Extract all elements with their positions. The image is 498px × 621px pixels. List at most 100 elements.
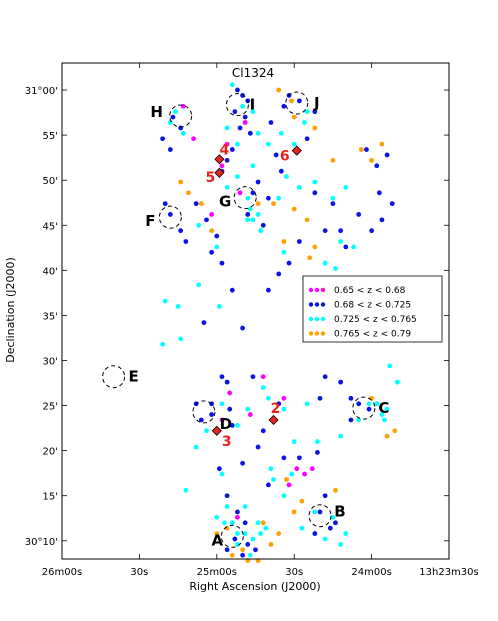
data-point-s0-2	[224, 141, 230, 147]
data-point-s1-30	[170, 114, 176, 120]
data-point-s1-58	[348, 395, 354, 401]
data-point-s2-56	[382, 417, 387, 423]
ticks-layer: 26m00s 30s 25m00s 30s 24m00s 13h23m30s 30°10' 1…	[25, 63, 479, 578]
data-point-s3-11	[209, 228, 215, 234]
data-point-s1-86	[327, 525, 333, 531]
data-point-s3-26	[284, 477, 289, 482]
y-tick-label-6: 40'	[43, 266, 58, 277]
data-point-s3-5	[379, 141, 385, 147]
data-point-s2-86	[312, 509, 318, 515]
data-point-s0-1	[191, 136, 196, 142]
data-point-s2-16	[284, 174, 289, 179]
data-point-s1-50	[266, 287, 271, 293]
data-point-s1-67	[260, 428, 266, 434]
y-tick-label-3: 25'	[43, 402, 58, 413]
data-point-s2-67	[304, 401, 310, 407]
y-tick-label-1: 15'	[43, 492, 58, 503]
data-point-s2-82	[258, 531, 264, 536]
data-point-s2-1	[240, 103, 246, 109]
y-tick-label-7: 45'	[43, 221, 58, 232]
data-point-s1-81	[245, 541, 251, 547]
data-point-s1-31	[178, 125, 184, 131]
x-tick-label-5: 13h23m30s	[419, 567, 478, 578]
data-point-s1-39	[356, 212, 362, 217]
data-point-s2-28	[281, 249, 287, 255]
data-point-s1-73	[296, 455, 302, 461]
x-tick-label-4: 24m00s	[351, 567, 391, 578]
data-point-s2-33	[245, 217, 251, 223]
data-point-s1-8	[224, 157, 230, 163]
data-point-s1-19	[304, 136, 310, 142]
data-point-s3-1	[289, 98, 295, 104]
data-point-s1-34	[312, 190, 318, 196]
bcg-label-5: 5	[206, 170, 216, 186]
data-point-s3-3	[312, 125, 318, 131]
data-point-s1-20	[312, 109, 318, 115]
data-point-s2-52	[374, 401, 380, 407]
data-point-s1-48	[286, 260, 292, 266]
data-point-s0-3	[242, 120, 248, 125]
data-point-s1-7	[229, 147, 235, 152]
data-point-s2-75	[222, 520, 227, 526]
data-point-s2-76	[229, 520, 235, 526]
data-point-s3-30	[214, 531, 220, 536]
bcg-layer: 2 3 45 6	[206, 142, 302, 450]
data-point-s1-88	[366, 406, 372, 412]
data-point-s1-93	[219, 374, 225, 380]
data-point-s2-19	[330, 195, 336, 201]
data-point-s2-85	[242, 504, 248, 509]
data-point-s2-17	[296, 185, 302, 190]
group-circle-c	[352, 396, 376, 420]
bcg-marker-6	[291, 145, 302, 156]
data-point-s1-70	[240, 460, 246, 466]
group-circle-f	[158, 205, 182, 229]
data-point-s3-36	[268, 541, 274, 547]
data-point-s1-49	[276, 271, 282, 277]
legend-marker-1-2	[320, 302, 326, 307]
data-point-s1-29	[162, 201, 168, 207]
data-point-s1-75	[322, 493, 328, 499]
data-point-s1-18	[296, 98, 302, 104]
data-point-s1-32	[160, 136, 166, 142]
group-label-h: H	[150, 103, 163, 121]
data-point-s0-14	[309, 466, 315, 472]
data-point-s2-31	[247, 206, 253, 212]
data-point-s2-87	[299, 525, 305, 531]
data-point-s1-28	[167, 212, 173, 217]
data-point-s2-73	[224, 504, 230, 509]
data-point-s1-71	[281, 455, 287, 461]
data-point-s2-0	[229, 82, 235, 88]
data-point-s2-81	[250, 536, 256, 542]
data-point-s1-45	[376, 190, 382, 196]
data-point-s2-18	[312, 179, 318, 185]
data-point-s1-91	[348, 417, 354, 423]
data-point-s2-88	[322, 536, 328, 542]
data-point-s3-14	[281, 239, 287, 244]
legend-marker-3-0	[308, 331, 314, 336]
data-point-s2-21	[351, 244, 356, 250]
legend-label-2: 0.725 < z < 0.765	[334, 315, 417, 325]
data-point-s1-36	[322, 228, 328, 234]
legend-marker-3-2	[320, 331, 326, 336]
data-point-s2-72	[183, 487, 189, 493]
legend-marker-1-0	[308, 302, 314, 307]
group-circle-j	[285, 91, 309, 115]
bcg-label-4: 4	[220, 142, 230, 158]
bcg-label-2: 2	[271, 401, 281, 417]
data-point-s2-40	[178, 336, 184, 342]
legend-box	[302, 275, 443, 343]
data-point-s1-77	[235, 509, 240, 515]
legend-marker-2-2	[320, 316, 326, 322]
x-tick-label-1: 30s	[130, 567, 148, 578]
data-point-s1-46	[389, 201, 395, 207]
groups-layer: A B C D E F G H I J	[102, 91, 389, 549]
data-point-s1-47	[296, 239, 302, 244]
data-point-s2-95	[268, 466, 274, 472]
data-point-s1-60	[250, 374, 256, 380]
data-point-s2-7	[278, 130, 284, 136]
data-point-s2-50	[395, 379, 400, 385]
group-label-c: C	[378, 399, 389, 417]
data-point-s2-60	[291, 439, 297, 445]
group-circle-i	[225, 93, 249, 117]
legend-label-1: 0.68 < z < 0.725	[334, 301, 411, 311]
